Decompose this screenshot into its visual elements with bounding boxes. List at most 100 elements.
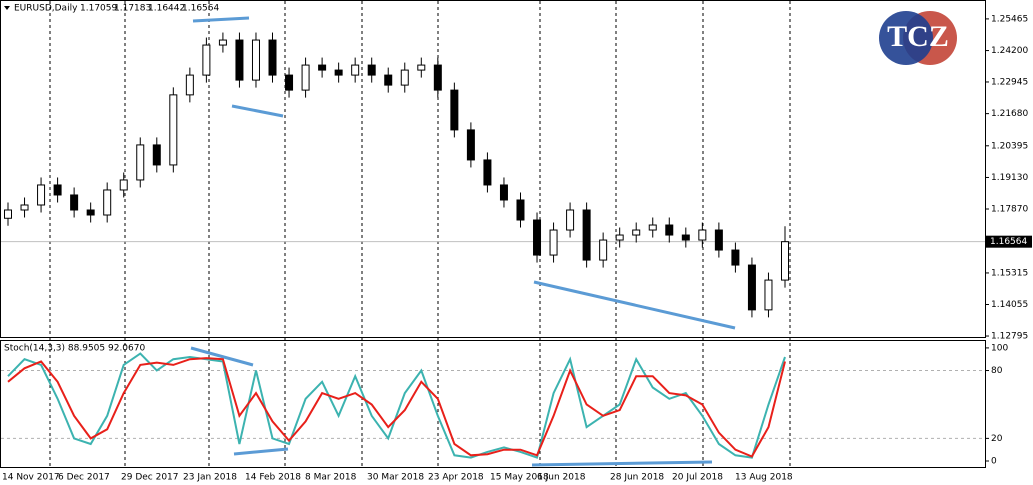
candle-body [516, 199, 525, 221]
y-tick-label: 1.12795 [991, 332, 1028, 342]
candle-body [533, 219, 542, 256]
price-frame [0, 0, 986, 338]
indicator-title: Stoch(14,3,3) 88.9505 92.0670 [4, 344, 145, 354]
y-tick-label: 1.24200 [991, 46, 1028, 56]
candle-body [665, 224, 674, 236]
y-tick-label: 1.21680 [991, 109, 1028, 119]
y-tick-label: 1.14055 [991, 300, 1028, 310]
candle-body [202, 44, 211, 76]
y-tick-label: 1.22945 [991, 77, 1028, 87]
candle-body [450, 89, 459, 131]
candle-body [681, 234, 690, 241]
y-tick-label: 1.17870 [991, 204, 1028, 214]
candle-body [615, 234, 624, 241]
candle-body [648, 224, 657, 231]
trend-line [533, 280, 736, 330]
candle-body [698, 229, 707, 241]
x-tick-label: 23 Apr 2018 [428, 473, 484, 483]
candle-body [499, 184, 508, 201]
candle-body [483, 159, 492, 186]
candle-body [185, 74, 194, 96]
candle-body [599, 239, 608, 261]
candle-body [70, 194, 79, 211]
x-tick-label: 28 Jun 2018 [610, 473, 664, 483]
x-tick-label: 8 Mar 2018 [305, 473, 357, 483]
ohlc-value: 1.16442 [148, 4, 185, 14]
candle-body [582, 209, 591, 261]
candle-body [20, 204, 29, 211]
candle-body [549, 229, 558, 256]
y-tick-label: 1.25465 [991, 14, 1028, 24]
trend-line [531, 460, 713, 467]
candle-body [268, 39, 277, 76]
candle-body [152, 144, 161, 166]
x-tick-label: 30 Mar 2018 [367, 473, 424, 483]
ohlc-value: 1.17183 [114, 4, 151, 14]
candle-body [714, 229, 723, 251]
candle-body [384, 74, 393, 86]
candle-body [4, 209, 12, 219]
y-tick-label: 1.19130 [991, 173, 1028, 183]
logo-text: TCZ [887, 20, 949, 53]
x-tick-label: 6 Jun 2018 [537, 473, 586, 483]
trend-lines [190, 16, 736, 467]
indicator-frame [0, 340, 986, 468]
candle-body [285, 74, 294, 91]
candle-body [169, 94, 178, 166]
candle-body [301, 64, 310, 91]
x-tick-label: 29 Dec 2017 [121, 473, 179, 483]
x-tick-label: 14 Nov 2017 [2, 473, 60, 483]
y-tick-label: 20 [991, 434, 1003, 444]
x-tick-label: 6 Dec 2017 [58, 473, 110, 483]
current-price-box [986, 235, 1032, 248]
logo-circle [879, 11, 933, 65]
candle-body [466, 129, 475, 161]
candle-body [731, 249, 740, 266]
candle-body [103, 189, 112, 216]
candle-body [53, 184, 62, 196]
y-tick-label: 1.20395 [991, 141, 1028, 151]
candle-body [400, 69, 409, 86]
candle-body [318, 64, 327, 71]
y-tick-label: 0 [991, 456, 997, 466]
candle-body [764, 279, 773, 311]
candle-body [86, 209, 95, 216]
candle-body [218, 39, 227, 46]
trend-line [190, 346, 254, 367]
symbol-label: EURUSD,Daily [14, 4, 78, 14]
candle-body [136, 144, 145, 181]
y-tick-label: 80 [991, 366, 1003, 376]
ohlc-value: 1.16564 [182, 4, 219, 14]
candle-body [37, 184, 46, 206]
candle-body [235, 39, 244, 81]
candle-body [781, 241, 789, 281]
x-tick-label: 20 Jul 2018 [672, 473, 723, 483]
candle-body [334, 69, 343, 76]
trend-line [233, 447, 289, 456]
x-tick-label: 15 May 2018 [490, 473, 549, 483]
candle-body [433, 64, 442, 91]
candle-body [119, 179, 128, 191]
x-tick-label: 23 Jan 2018 [183, 473, 237, 483]
x-tick-label: 13 Aug 2018 [735, 473, 793, 483]
candle-body [632, 229, 641, 236]
candle-body [367, 64, 376, 76]
x-tick-label: 14 Feb 2018 [245, 473, 301, 483]
ohlc-value: 1.17059 [80, 4, 117, 14]
candle-body [566, 209, 575, 231]
y-tick-label: 1.15315 [991, 268, 1028, 278]
candle-body [351, 64, 360, 76]
candle-body [417, 64, 426, 71]
candle-body [747, 264, 756, 311]
trend-line [231, 104, 284, 118]
current-price-label: 1.16564 [990, 237, 1027, 247]
indicator-line [7, 357, 786, 458]
trend-line [192, 16, 250, 23]
indicator-line [7, 352, 786, 459]
candle-body [251, 39, 260, 81]
logo: TCZ [879, 11, 957, 65]
menu-arrow[interactable] [4, 6, 10, 10]
y-tick-label: 100 [991, 343, 1008, 353]
